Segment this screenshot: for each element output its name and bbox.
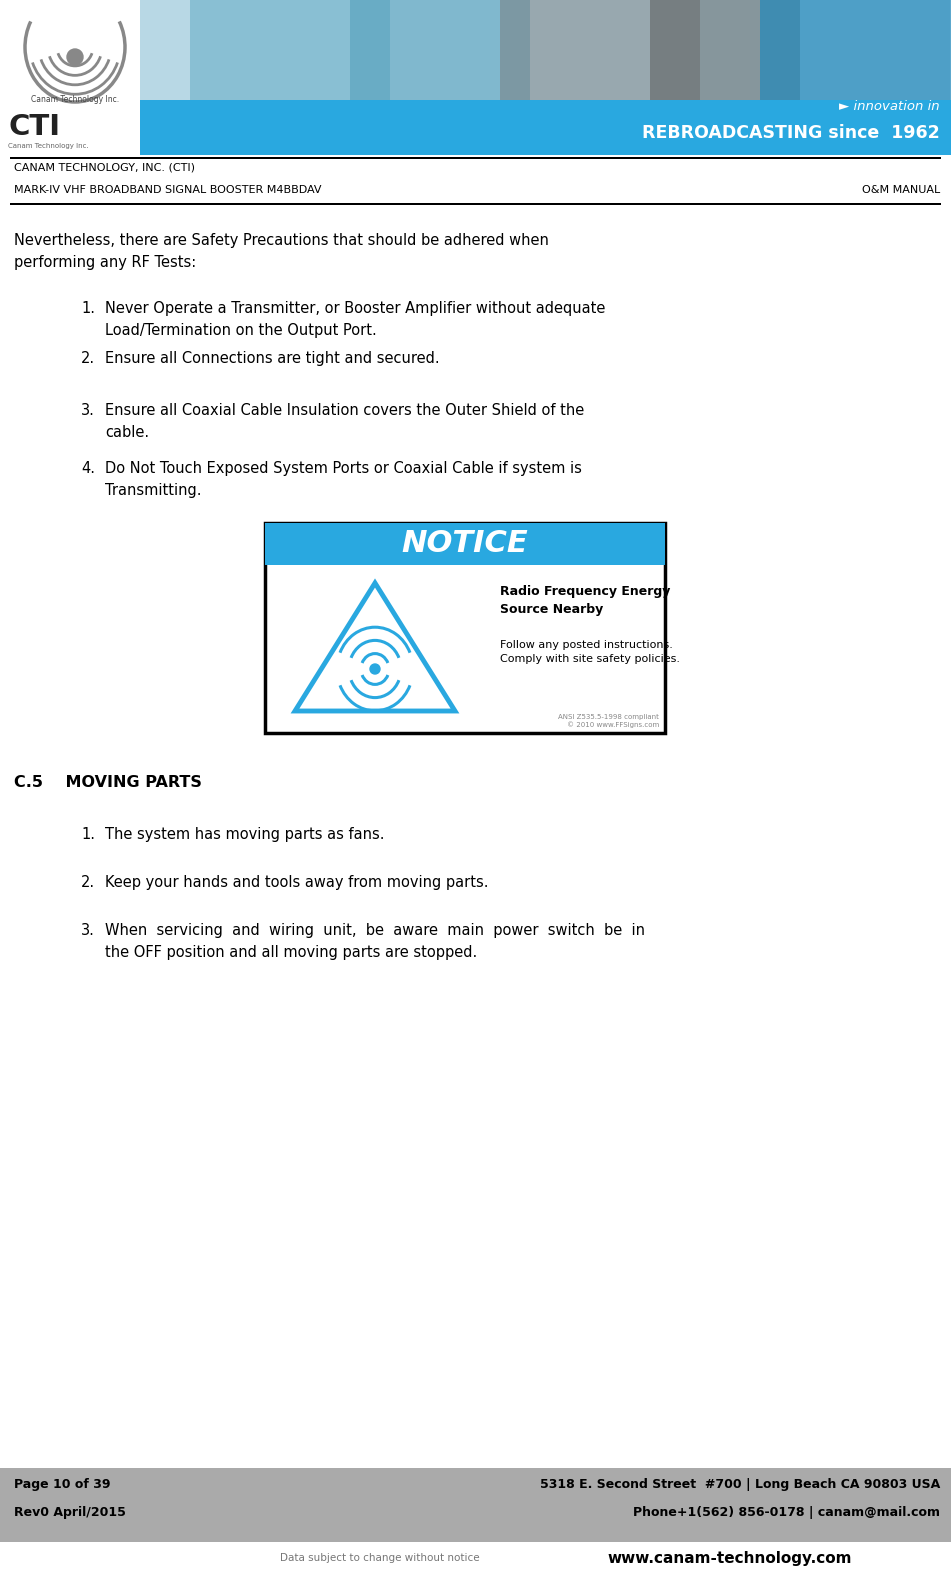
Bar (0, 1469, 951, 1543)
Text: Ensure all Coaxial Cable Insulation covers the Outer Shield of the
cable.: Ensure all Coaxial Cable Insulation cove… (105, 403, 584, 441)
Text: Phone+1(562) 856-0178 | canam@mail.com: Phone+1(562) 856-0178 | canam@mail.com (633, 1506, 940, 1519)
Bar (0, 1543, 951, 1574)
Bar (265, 523, 665, 733)
Bar (10, 156, 941, 159)
Bar (265, 523, 665, 565)
Bar (10, 203, 941, 205)
Text: Follow any posted instructions.
Comply with site safety policies.: Follow any posted instructions. Comply w… (500, 641, 680, 664)
Bar (760, 0, 951, 154)
Text: Do Not Touch Exposed System Ports or Coaxial Cable if system is
Transmitting.: Do Not Touch Exposed System Ports or Coa… (105, 461, 582, 499)
Text: 4.: 4. (81, 461, 95, 475)
Text: Rev0 April/2015: Rev0 April/2015 (14, 1506, 126, 1519)
Text: Ensure all Connections are tight and secured.: Ensure all Connections are tight and sec… (105, 351, 439, 367)
Bar (0, 0, 140, 154)
Bar (0, 101, 140, 154)
Bar (350, 0, 530, 145)
Text: Nevertheless, there are Safety Precautions that should be adhered when
performin: Nevertheless, there are Safety Precautio… (14, 233, 549, 271)
Text: Keep your hands and tools away from moving parts.: Keep your hands and tools away from movi… (105, 875, 489, 889)
Text: 2.: 2. (81, 351, 95, 367)
Text: www.canam-technology.com: www.canam-technology.com (608, 1550, 852, 1566)
Text: CANAM TECHNOLOGY, INC. (CTI): CANAM TECHNOLOGY, INC. (CTI) (14, 164, 195, 173)
Text: CTI: CTI (8, 113, 60, 142)
Text: 1.: 1. (81, 301, 95, 316)
Text: The system has moving parts as fans.: The system has moving parts as fans. (105, 826, 384, 842)
Text: 3.: 3. (81, 922, 95, 938)
Bar (0, 0, 951, 154)
Text: Canam Technology Inc.: Canam Technology Inc. (31, 94, 119, 104)
Bar (650, 0, 800, 154)
Bar (140, 0, 950, 154)
Text: REBROADCASTING since  1962: REBROADCASTING since 1962 (642, 124, 940, 142)
Bar (190, 0, 390, 124)
Circle shape (67, 49, 83, 65)
Text: Radio Frequency Energy
Source Nearby: Radio Frequency Energy Source Nearby (500, 586, 670, 615)
Polygon shape (295, 582, 455, 711)
Text: O&M MANUAL: O&M MANUAL (862, 186, 940, 195)
Text: MARK-IV VHF BROADBAND SIGNAL BOOSTER M4BBDAV: MARK-IV VHF BROADBAND SIGNAL BOOSTER M4B… (14, 186, 321, 195)
Text: When  servicing  and  wiring  unit,  be  aware  main  power  switch  be  in
the : When servicing and wiring unit, be aware… (105, 922, 645, 960)
Text: C.5    MOVING PARTS: C.5 MOVING PARTS (14, 774, 202, 790)
Bar (140, 0, 240, 154)
Text: Never Operate a Transmitter, or Booster Amplifier without adequate
Load/Terminat: Never Operate a Transmitter, or Booster … (105, 301, 606, 338)
Text: Data subject to change without notice: Data subject to change without notice (281, 1554, 480, 1563)
Text: 2.: 2. (81, 875, 95, 889)
Text: NOTICE: NOTICE (401, 529, 529, 559)
Text: 1.: 1. (81, 826, 95, 842)
Text: ► innovation in: ► innovation in (840, 101, 940, 113)
Bar (500, 0, 700, 154)
Text: ANSI Z535.5-1998 compliant
© 2010 www.FFSigns.com: ANSI Z535.5-1998 compliant © 2010 www.FF… (558, 713, 659, 729)
Circle shape (370, 664, 380, 674)
Text: Canam Technology Inc.: Canam Technology Inc. (8, 143, 88, 150)
Text: Page 10 of 39: Page 10 of 39 (14, 1478, 110, 1491)
Text: 3.: 3. (81, 403, 95, 419)
Bar (140, 101, 951, 154)
Text: 5318 E. Second Street  #700 | Long Beach CA 90803 USA: 5318 E. Second Street #700 | Long Beach … (540, 1478, 940, 1491)
